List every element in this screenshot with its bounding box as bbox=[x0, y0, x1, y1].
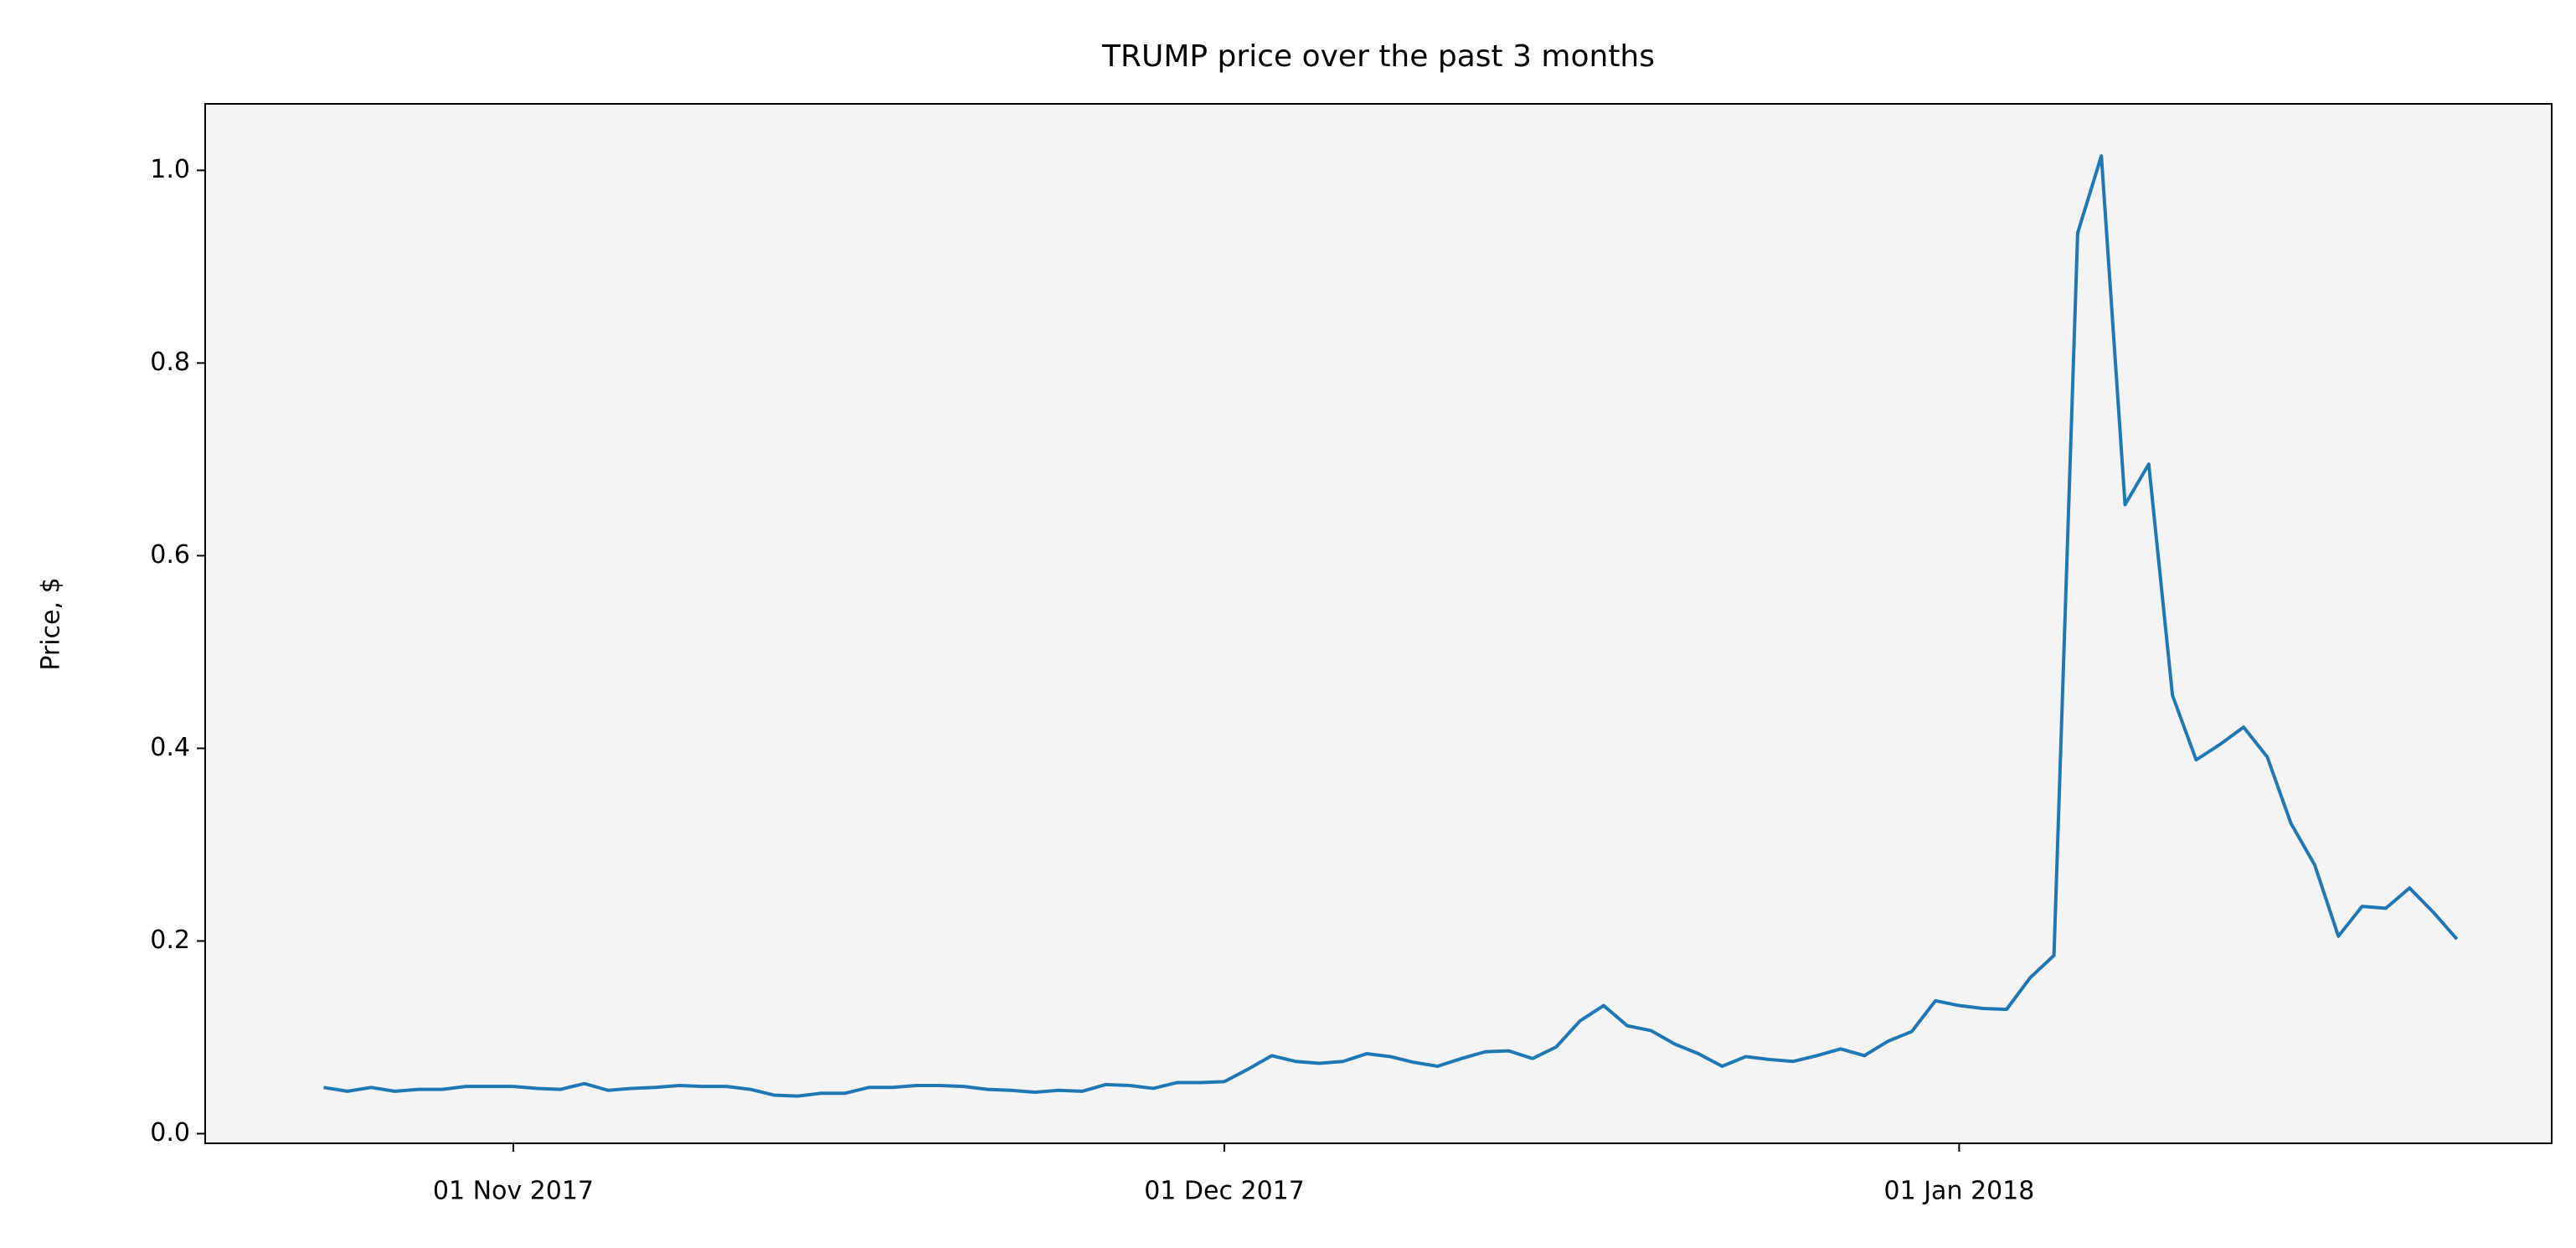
y-tick-label: 0.6 bbox=[150, 540, 190, 570]
y-tick-label: 0.4 bbox=[150, 733, 190, 762]
x-tick-label: 01 Dec 2017 bbox=[1144, 1177, 1305, 1206]
x-tick-label: 01 Jan 2018 bbox=[1884, 1177, 2035, 1206]
y-axis-label: Price, $ bbox=[37, 577, 66, 670]
y-tick-label: 0.0 bbox=[150, 1118, 190, 1147]
y-tick-label: 0.2 bbox=[150, 926, 190, 955]
price-line bbox=[323, 154, 2459, 1098]
x-tick-label: 01 Nov 2017 bbox=[433, 1177, 594, 1206]
y-tick-label: 0.8 bbox=[150, 348, 190, 377]
y-tick-label: 1.0 bbox=[150, 155, 190, 184]
plot-background bbox=[205, 104, 2552, 1143]
chart-title: TRUMP price over the past 3 months bbox=[1101, 39, 1655, 74]
plot-frame bbox=[204, 103, 2553, 1144]
